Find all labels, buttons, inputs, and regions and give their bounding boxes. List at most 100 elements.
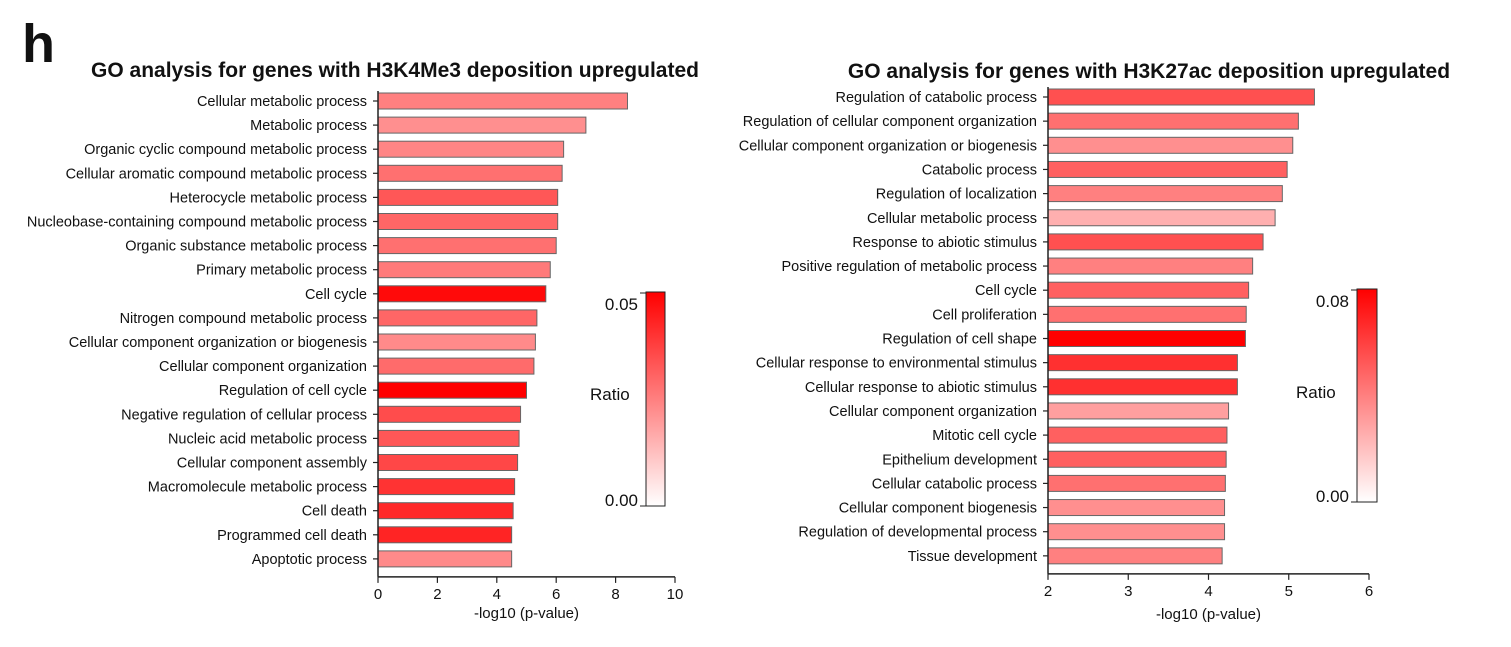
chart-title: GO analysis for genes with H3K4Me3 depos… <box>91 59 699 82</box>
x-tick-label: 2 <box>433 586 441 603</box>
category-label: Cellular component organization or bioge… <box>739 138 1037 154</box>
bar <box>1047 88 1315 106</box>
category-label: Positive regulation of metabolic process <box>782 259 1038 275</box>
bar <box>377 261 551 279</box>
x-tick-label: 4 <box>493 586 501 603</box>
category-label: Cellular metabolic process <box>867 211 1037 227</box>
colorbar-max-label: 0.05 <box>605 295 638 314</box>
bar <box>1047 402 1230 420</box>
bar <box>1047 523 1226 541</box>
bar <box>377 188 559 206</box>
category-label: Cell cycle <box>975 283 1037 299</box>
bar <box>377 309 538 327</box>
colorbar <box>1356 288 1378 503</box>
chart-title: GO analysis for genes with H3K27ac depos… <box>848 60 1450 83</box>
bar <box>1047 499 1226 517</box>
bar <box>1047 378 1238 396</box>
colorbar-title: Ratio <box>1296 383 1336 402</box>
bar <box>1047 450 1227 468</box>
x-tick-label: 0 <box>374 586 382 603</box>
category-label: Catabolic process <box>922 162 1037 178</box>
category-label: Regulation of developmental process <box>798 525 1037 541</box>
x-tick-label: 3 <box>1124 583 1132 600</box>
category-label: Primary metabolic process <box>196 263 367 279</box>
category-label: Regulation of cell shape <box>882 332 1037 348</box>
category-label: Mitotic cell cycle <box>932 428 1037 444</box>
x-tick-label: 5 <box>1285 583 1293 600</box>
colorbar-min-label: 0.00 <box>605 491 638 510</box>
bar <box>377 357 535 375</box>
category-label: Metabolic process <box>250 118 367 134</box>
bar <box>377 550 513 568</box>
bar <box>1047 305 1247 323</box>
category-label: Cellular component organization <box>159 359 367 375</box>
bar <box>1047 160 1288 178</box>
category-label: Apoptotic process <box>252 552 367 568</box>
bar <box>1047 354 1238 372</box>
category-label: Regulation of cell cycle <box>219 383 367 399</box>
bar <box>377 140 565 158</box>
bar <box>377 478 516 496</box>
category-label: Heterocycle metabolic process <box>170 190 367 206</box>
category-label: Cellular component organization <box>829 404 1037 420</box>
bar <box>1047 547 1223 565</box>
x-axis-title: -log10 (p-value) <box>474 605 579 622</box>
category-label: Nucleobase-containing compound metabolic… <box>27 215 367 231</box>
category-label: Organic cyclic compound metabolic proces… <box>84 142 367 158</box>
category-label: Programmed cell death <box>217 528 367 544</box>
bar <box>1047 257 1254 275</box>
x-tick-label: 10 <box>667 586 684 603</box>
category-label: Nucleic acid metabolic process <box>168 431 367 447</box>
x-tick-label: 2 <box>1044 583 1052 600</box>
category-label: Response to abiotic stimulus <box>852 235 1037 251</box>
bar <box>1047 281 1250 299</box>
colorbar <box>645 291 666 507</box>
bar <box>1047 233 1264 251</box>
bar <box>377 526 513 544</box>
bar <box>377 164 563 182</box>
bar <box>377 237 557 255</box>
x-tick-label: 4 <box>1204 583 1212 600</box>
category-label: Cellular catabolic process <box>872 476 1037 492</box>
x-tick-label: 8 <box>611 586 619 603</box>
category-label: Regulation of localization <box>876 187 1037 203</box>
category-label: Tissue development <box>908 549 1037 565</box>
category-label: Organic substance metabolic process <box>125 239 367 255</box>
bar <box>1047 474 1226 492</box>
bar <box>377 92 628 110</box>
bar <box>377 381 527 399</box>
category-label: Cell cycle <box>305 287 367 303</box>
bar <box>1047 209 1276 227</box>
category-label: Cellular component assembly <box>177 456 368 472</box>
category-label: Cellular component organization or bioge… <box>69 335 367 351</box>
bar <box>377 429 520 447</box>
bar <box>377 405 522 423</box>
category-label: Regulation of catabolic process <box>835 90 1037 106</box>
category-label: Cellular aromatic compound metabolic pro… <box>66 166 367 182</box>
bar <box>377 454 519 471</box>
bar <box>1047 426 1228 444</box>
bar <box>377 285 547 303</box>
panel-letter: h <box>22 14 55 74</box>
bar <box>1047 330 1246 347</box>
bar <box>377 333 536 351</box>
x-tick-label: 6 <box>1365 583 1373 600</box>
bar <box>1047 112 1299 130</box>
category-label: Cellular metabolic process <box>197 94 367 110</box>
category-label: Nitrogen compound metabolic process <box>120 311 367 327</box>
category-label: Cellular component biogenesis <box>839 501 1037 517</box>
colorbar-title: Ratio <box>590 385 630 404</box>
x-tick-label: 6 <box>552 586 560 603</box>
chart-h3k4me3: GO analysis for genes with H3K4Me3 depos… <box>27 59 699 622</box>
x-axis-title: -log10 (p-value) <box>1156 606 1261 623</box>
category-label: Cellular response to environmental stimu… <box>756 356 1037 372</box>
bar <box>1047 185 1283 203</box>
bar <box>1047 136 1294 154</box>
bar <box>377 502 514 520</box>
category-label: Epithelium development <box>882 452 1037 468</box>
category-label: Cell proliferation <box>932 307 1037 323</box>
category-label: Macromolecule metabolic process <box>148 480 367 496</box>
category-label: Cell death <box>302 504 367 520</box>
category-label: Negative regulation of cellular process <box>121 407 367 423</box>
